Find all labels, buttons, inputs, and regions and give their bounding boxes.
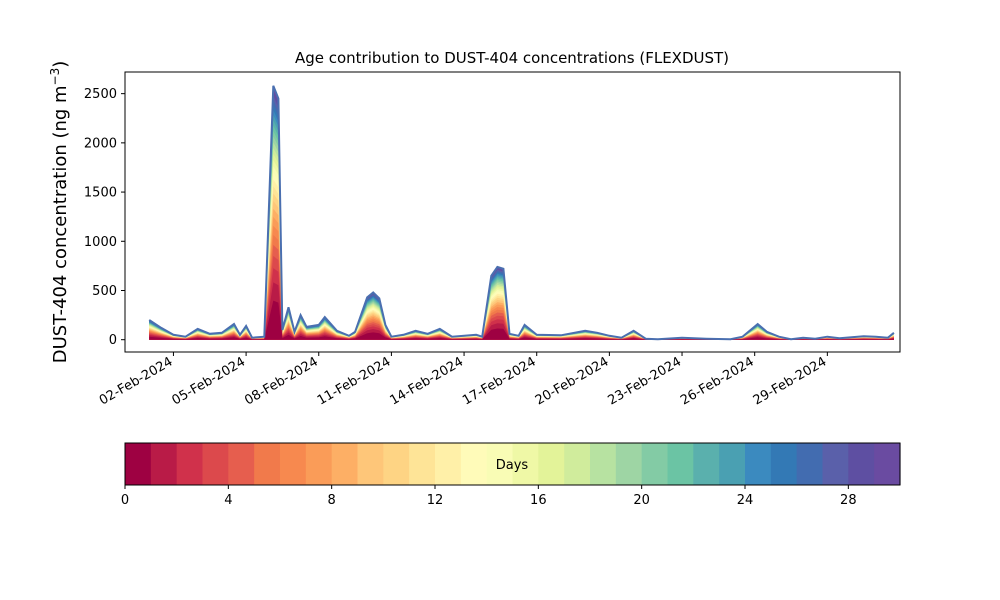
age-band-21 bbox=[149, 125, 894, 340]
y-tick-label: 500 bbox=[92, 284, 117, 299]
age-band-29 bbox=[149, 85, 894, 340]
age-band-28 bbox=[149, 90, 894, 340]
y-axis: 0 500 1000 1500 2000 2500 bbox=[84, 87, 125, 348]
colorbar-swatch bbox=[150, 443, 178, 485]
age-band-3 bbox=[149, 255, 894, 340]
colorbar-swatch bbox=[176, 443, 204, 485]
colorbar-swatch bbox=[435, 443, 462, 485]
colorbar-tick-label: 20 bbox=[633, 493, 650, 508]
age-band-27 bbox=[149, 95, 894, 340]
age-band-4 bbox=[149, 244, 894, 340]
y-tick-label: 2500 bbox=[84, 87, 117, 102]
colorbar-swatch bbox=[280, 443, 307, 485]
colorbar-swatch bbox=[486, 443, 514, 485]
age-band-7 bbox=[149, 217, 894, 340]
colorbar-swatch bbox=[331, 443, 359, 485]
x-tick-label: 20-Feb-2024 bbox=[533, 354, 612, 408]
colorbar-swatch bbox=[874, 443, 901, 485]
x-axis: 02-Feb-202405-Feb-202408-Feb-202411-Feb-… bbox=[97, 352, 829, 408]
colorbar-swatch bbox=[202, 443, 229, 485]
y-tick-label: 2000 bbox=[84, 136, 117, 151]
colorbar-swatch bbox=[538, 443, 565, 485]
age-band-6 bbox=[149, 225, 894, 340]
colorbar-swatch bbox=[693, 443, 720, 485]
colorbar-swatch bbox=[667, 443, 694, 485]
y-tick-label: 1000 bbox=[84, 235, 117, 250]
x-tick-label: 08-Feb-2024 bbox=[242, 354, 321, 408]
chart-title: Age contribution to DUST-404 concentrati… bbox=[295, 49, 729, 67]
colorbar-tick-label: 4 bbox=[224, 493, 232, 508]
age-band-13 bbox=[149, 172, 894, 340]
x-tick-label: 17-Feb-2024 bbox=[460, 354, 539, 408]
colorbar-swatch bbox=[770, 443, 798, 485]
colorbar-swatch bbox=[228, 443, 255, 485]
colorbar-swatch bbox=[745, 443, 772, 485]
colorbar-tick-label: 16 bbox=[530, 493, 547, 508]
y-axis-label: DUST-404 concentration (ng m−3) bbox=[48, 61, 71, 364]
colorbar-swatch bbox=[254, 443, 281, 485]
age-band-15 bbox=[149, 160, 894, 340]
age-band-16 bbox=[149, 153, 894, 340]
colorbar-swatch bbox=[590, 443, 617, 485]
x-tick-label: 02-Feb-2024 bbox=[97, 354, 176, 408]
age-band-23 bbox=[149, 115, 894, 340]
colorbar-swatch bbox=[125, 443, 152, 485]
age-band-12 bbox=[149, 179, 894, 340]
age-band-5 bbox=[149, 234, 894, 340]
x-tick-label: 14-Feb-2024 bbox=[388, 354, 467, 408]
colorbar-swatch bbox=[383, 443, 410, 485]
colorbar-swatch bbox=[822, 443, 849, 485]
colorbar-swatch bbox=[848, 443, 875, 485]
age-band-11 bbox=[149, 186, 894, 340]
x-tick-label: 29-Feb-2024 bbox=[751, 354, 830, 408]
plot-area bbox=[148, 85, 895, 341]
age-band-18 bbox=[149, 142, 894, 340]
colorbar-tick-label: 12 bbox=[427, 493, 444, 508]
age-band-17 bbox=[149, 148, 894, 340]
age-band-10 bbox=[149, 193, 894, 340]
age-band-9 bbox=[149, 200, 894, 340]
age-band-25 bbox=[149, 105, 894, 340]
x-tick-label: 05-Feb-2024 bbox=[170, 354, 249, 408]
colorbar-tick-label: 8 bbox=[328, 493, 336, 508]
colorbar-swatch bbox=[719, 443, 746, 485]
age-band-22 bbox=[149, 120, 894, 340]
colorbar-axis: 0 4 8 12 16 20 24 28 bbox=[121, 485, 857, 508]
colorbar-swatch bbox=[357, 443, 384, 485]
colorbar-tick-label: 24 bbox=[737, 493, 754, 508]
y-tick-label: 0 bbox=[109, 333, 117, 348]
y-tick-label: 1500 bbox=[84, 186, 117, 201]
age-band-20 bbox=[149, 131, 894, 340]
colorbar bbox=[125, 443, 901, 485]
colorbar-frame bbox=[124, 442, 901, 486]
age-band-19 bbox=[149, 136, 894, 340]
x-tick-label: 26-Feb-2024 bbox=[678, 354, 757, 408]
colorbar-swatch bbox=[564, 443, 591, 485]
colorbar-swatch bbox=[409, 443, 436, 485]
axes-frame bbox=[124, 71, 901, 353]
colorbar-swatch bbox=[305, 443, 333, 485]
x-tick-label: 11-Feb-2024 bbox=[315, 354, 394, 408]
x-tick-label: 23-Feb-2024 bbox=[605, 354, 684, 408]
colorbar-tick-label: 28 bbox=[840, 493, 857, 508]
colorbar-swatch bbox=[460, 443, 488, 485]
total-line bbox=[148, 85, 895, 341]
age-band-14 bbox=[149, 166, 894, 340]
age-band-8 bbox=[149, 208, 894, 340]
colorbar-swatch bbox=[512, 443, 539, 485]
colorbar-swatch bbox=[641, 443, 669, 485]
colorbar-swatch bbox=[615, 443, 643, 485]
colorbar-label: Days bbox=[496, 458, 529, 473]
colorbar-swatch bbox=[796, 443, 824, 485]
age-band-26 bbox=[149, 100, 894, 340]
age-band-24 bbox=[149, 110, 894, 340]
colorbar-tick-label: 0 bbox=[121, 493, 129, 508]
